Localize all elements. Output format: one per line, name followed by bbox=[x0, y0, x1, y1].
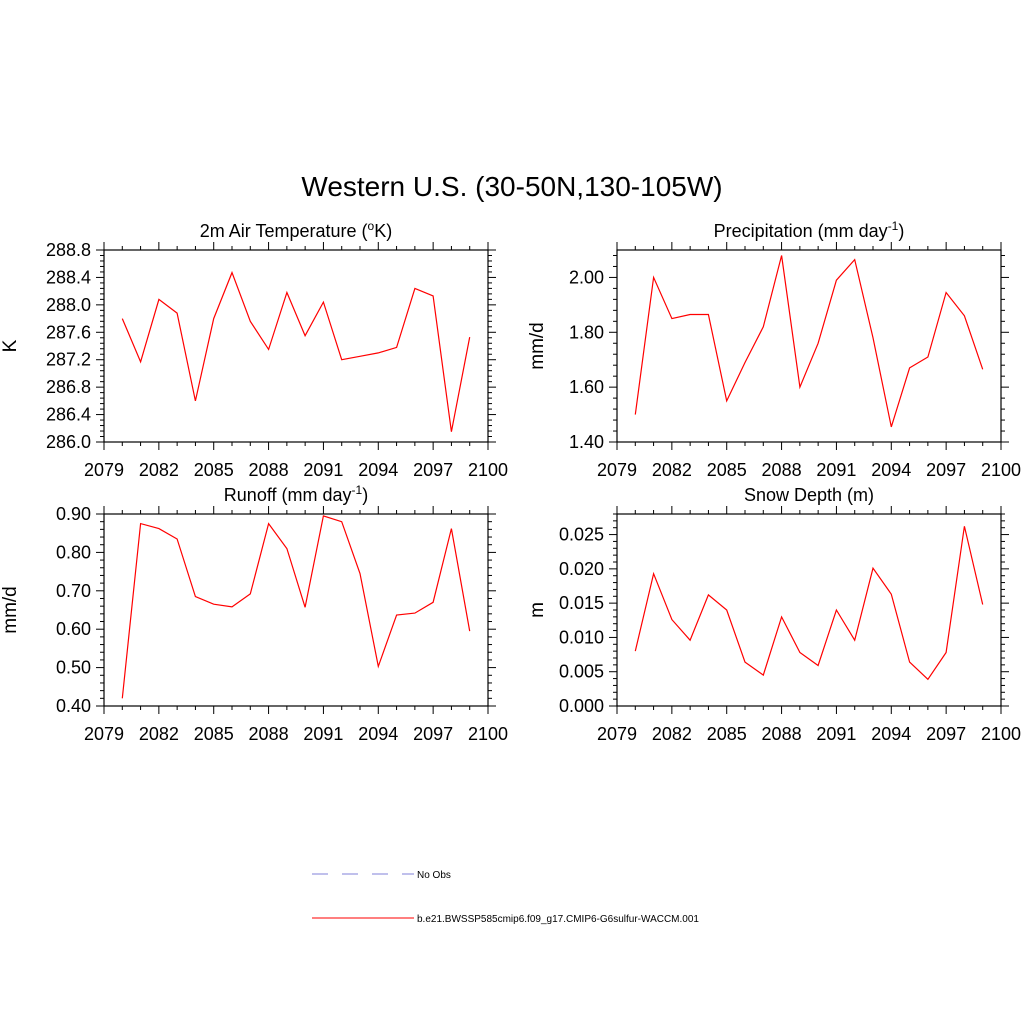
y-tick-label: 288.0 bbox=[46, 295, 91, 315]
x-tick-label: 2097 bbox=[926, 724, 966, 744]
panel-title-main: 2m Air Temperature ( bbox=[200, 221, 368, 241]
x-tick-label: 2079 bbox=[84, 460, 124, 480]
x-tick-label: 2085 bbox=[194, 460, 234, 480]
y-tick-label: 0.025 bbox=[559, 525, 604, 545]
x-tick-label: 2100 bbox=[981, 460, 1021, 480]
y-tick-label: 0.40 bbox=[56, 696, 91, 716]
plot-frame bbox=[616, 249, 1002, 443]
panel-title-superscript: o bbox=[368, 219, 375, 233]
plot-frame bbox=[103, 249, 489, 443]
x-tick-label: 2091 bbox=[816, 724, 856, 744]
series-line-1 bbox=[121, 515, 471, 699]
panel-title: Snow Depth (m) bbox=[744, 485, 874, 505]
y-tick-label: 2.00 bbox=[569, 267, 604, 287]
x-tick-label: 2094 bbox=[871, 724, 911, 744]
chart-panel-3: 2079 2082 2085 2088 2091 2094 2097 2100 0.40 0.50… bbox=[0, 483, 508, 744]
series-line-1 bbox=[634, 255, 984, 428]
y-tick-label: 0.010 bbox=[559, 627, 604, 647]
panel-title-suffix: ) bbox=[362, 485, 368, 505]
chart-panel-1: 2079 2082 2085 2088 2091 2094 2097 2100 286.0 286… bbox=[0, 219, 508, 480]
x-tick-label: 2094 bbox=[871, 460, 911, 480]
panel-title-main: Snow Depth (m) bbox=[744, 485, 874, 505]
y-tick-label: 1.60 bbox=[569, 377, 604, 397]
x-tick-label: 2088 bbox=[249, 724, 289, 744]
panel-title: 2m Air Temperature (oK) bbox=[200, 219, 392, 241]
y-tick-label: 0.60 bbox=[56, 619, 91, 639]
y-tick-label: 0.90 bbox=[56, 504, 91, 524]
y-tick-label: 1.80 bbox=[569, 322, 604, 342]
y-tick-label: 286.0 bbox=[46, 432, 91, 452]
panel-title-suffix: K) bbox=[374, 221, 392, 241]
y-axis-label: mm/d bbox=[0, 586, 21, 634]
x-tick-label: 2094 bbox=[358, 724, 398, 744]
y-axis-label: K bbox=[0, 339, 21, 352]
x-tick-label: 2079 bbox=[597, 460, 637, 480]
chart-panel-4: 2079 2082 2085 2088 2091 2094 2097 2100 0.000 0.0… bbox=[527, 485, 1021, 744]
y-tick-label: 0.80 bbox=[56, 542, 91, 562]
x-tick-label: 2094 bbox=[358, 460, 398, 480]
y-tick-label: 288.4 bbox=[46, 267, 91, 287]
x-tick-label: 2082 bbox=[139, 724, 179, 744]
y-tick-label: 287.2 bbox=[46, 350, 91, 370]
x-tick-label: 2091 bbox=[303, 460, 343, 480]
panels: 2079 2082 2085 2088 2091 2094 2097 2100 286.0 286… bbox=[0, 219, 1021, 744]
panel-title: Runoff (mm day-1) bbox=[224, 483, 368, 505]
x-tick-label: 2097 bbox=[413, 460, 453, 480]
y-tick-label: 0.005 bbox=[559, 662, 604, 682]
x-tick-label: 2097 bbox=[926, 460, 966, 480]
x-tick-label: 2085 bbox=[707, 724, 747, 744]
figure-title: Western U.S. (30-50N,130-105W) bbox=[301, 171, 722, 202]
x-tick-label: 2091 bbox=[816, 460, 856, 480]
x-tick-label: 2091 bbox=[303, 724, 343, 744]
y-tick-label: 0.50 bbox=[56, 658, 91, 678]
series-line-1 bbox=[634, 526, 984, 681]
y-tick-label: 286.4 bbox=[46, 405, 91, 425]
x-tick-label: 2082 bbox=[139, 460, 179, 480]
x-tick-label: 2088 bbox=[249, 460, 289, 480]
y-tick-label: 288.8 bbox=[46, 240, 91, 260]
legend-label-2: b.e21.BWSSP585cmip6.f09_g17.CMIP6-G6sulf… bbox=[417, 914, 699, 925]
y-tick-label: 1.40 bbox=[569, 432, 604, 452]
x-tick-label: 2082 bbox=[652, 460, 692, 480]
x-tick-label: 2097 bbox=[413, 724, 453, 744]
plot-frame bbox=[103, 513, 489, 707]
panel-title: Precipitation (mm day-1) bbox=[714, 219, 905, 241]
y-tick-label: 287.6 bbox=[46, 322, 91, 342]
x-tick-label: 2082 bbox=[652, 724, 692, 744]
y-tick-label: 0.000 bbox=[559, 696, 604, 716]
panel-title-suffix: ) bbox=[898, 221, 904, 241]
y-axis-label: m bbox=[527, 602, 548, 618]
chart-panel-2: 2079 2082 2085 2088 2091 2094 2097 2100 1.40 1.60… bbox=[527, 219, 1021, 480]
legend: No Obs b.e21.BWSSP585cmip6.f09_g17.CMIP6-… bbox=[312, 870, 699, 925]
x-tick-label: 2079 bbox=[84, 724, 124, 744]
x-tick-label: 2079 bbox=[597, 724, 637, 744]
y-tick-label: 286.8 bbox=[46, 377, 91, 397]
legend-label-1: No Obs bbox=[417, 870, 451, 881]
x-tick-label: 2100 bbox=[981, 724, 1021, 744]
panel-title-superscript: -1 bbox=[888, 219, 899, 233]
x-tick-label: 2085 bbox=[194, 724, 234, 744]
panel-title-superscript: -1 bbox=[352, 483, 363, 497]
x-tick-label: 2088 bbox=[762, 460, 802, 480]
y-tick-label: 0.70 bbox=[56, 581, 91, 601]
panel-title-main: Runoff (mm day bbox=[224, 485, 352, 505]
panel-title-main: Precipitation (mm day bbox=[714, 221, 888, 241]
x-tick-label: 2100 bbox=[468, 724, 508, 744]
y-tick-label: 0.015 bbox=[559, 593, 604, 613]
series-line-1 bbox=[121, 270, 471, 432]
x-tick-label: 2088 bbox=[762, 724, 802, 744]
x-tick-label: 2100 bbox=[468, 460, 508, 480]
x-tick-label: 2085 bbox=[707, 460, 747, 480]
y-axis-label: mm/d bbox=[527, 322, 548, 370]
y-tick-label: 0.020 bbox=[559, 559, 604, 579]
